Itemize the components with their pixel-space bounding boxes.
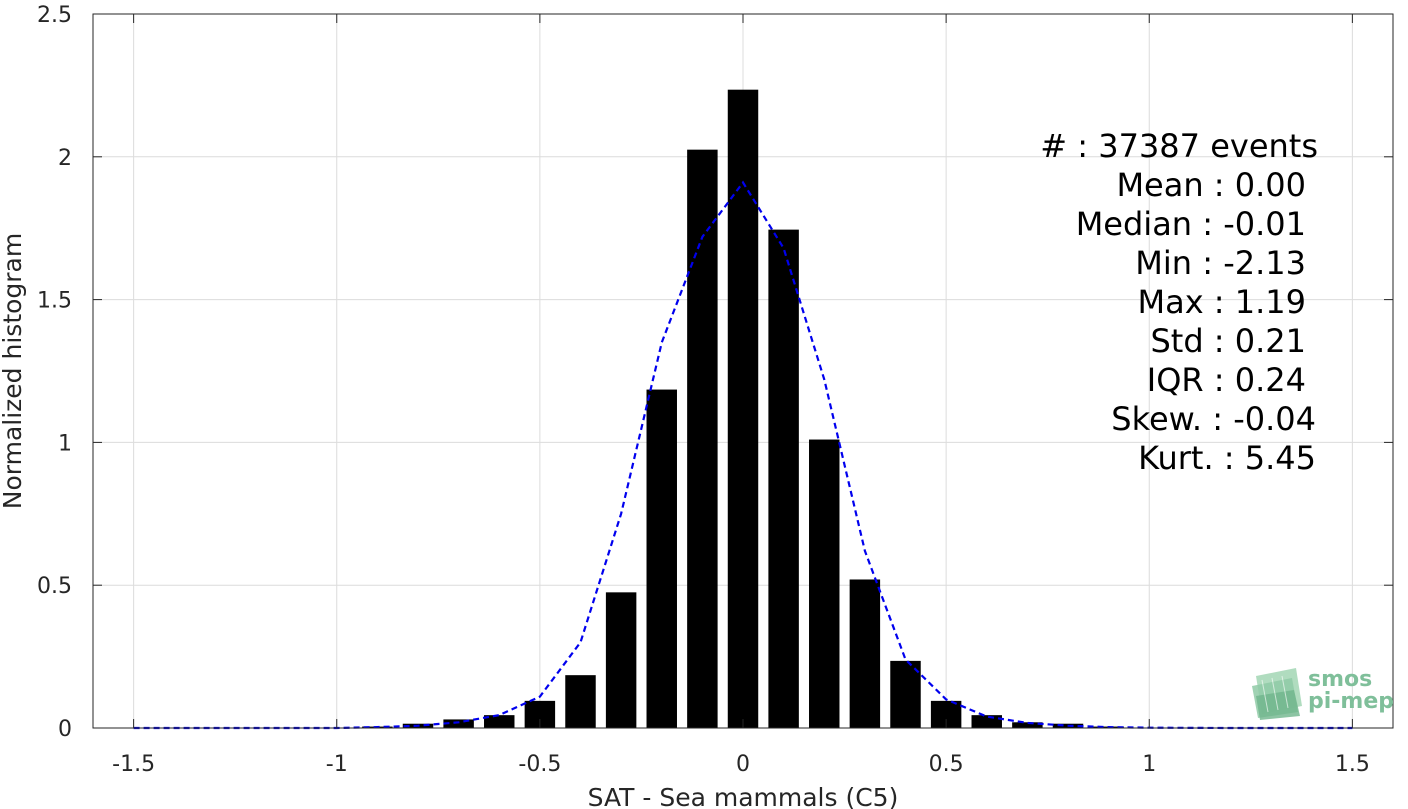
smos-pi-mep-logo: smos pi-mep <box>1252 667 1394 720</box>
y-tick-label-5: 2.5 <box>37 3 72 28</box>
y-axis-label: Normalized histogram <box>0 233 27 509</box>
x-tick-label-2: -0.5 <box>518 752 561 777</box>
logo-text-pi-mep: pi-mep <box>1308 689 1394 714</box>
histogram-bar-9 <box>727 89 759 728</box>
logo-text-smos: smos <box>1308 667 1372 692</box>
x-tick-label-0: -1.5 <box>112 752 155 777</box>
y-tick-label-2: 1 <box>58 431 72 456</box>
y-tick-label-3: 1.5 <box>37 289 72 314</box>
histogram-bars <box>362 89 1124 729</box>
x-axis-label: SAT - Sea mammals (C5) <box>588 783 899 809</box>
stat-line-7: Skew. : -0.04 <box>1111 400 1316 438</box>
y-tick-label-0: 0 <box>58 717 72 742</box>
histogram-bar-11 <box>809 439 840 728</box>
histogram-bar-8 <box>687 149 718 728</box>
axis-ticks <box>93 13 1393 729</box>
histogram-bar-6 <box>605 592 637 728</box>
y-tick-labels: 0 0.5 1 1.5 2 2.5 <box>37 3 72 742</box>
x-tick-label-6: 1.5 <box>1335 752 1370 777</box>
stat-line-3: Min : -2.13 <box>1135 244 1306 282</box>
stat-line-0: # : 37387 events <box>1040 127 1318 165</box>
stat-line-2: Median : -0.01 <box>1076 205 1306 243</box>
x-tick-label-1: -1 <box>326 752 348 777</box>
histogram-bar-13 <box>890 660 921 728</box>
x-tick-label-3: 0 <box>736 752 750 777</box>
logo-mark-icon <box>1252 668 1302 720</box>
stat-line-6: IQR : 0.24 <box>1147 361 1306 399</box>
x-tick-label-4: 0.5 <box>929 752 964 777</box>
histogram-bar-10 <box>768 229 799 729</box>
histogram-bar-16 <box>1012 722 1043 728</box>
histogram-bar-2 <box>443 719 474 728</box>
histogram-bar-5 <box>565 675 596 728</box>
histogram-bar-7 <box>646 389 677 728</box>
stat-line-1: Mean : 0.00 <box>1116 166 1306 204</box>
x-tick-labels: -1.5 -1 -0.5 0 0.5 1 1.5 <box>112 752 1370 777</box>
y-tick-label-1: 0.5 <box>37 574 72 599</box>
fitted-curve <box>133 180 1353 730</box>
stat-line-5: Std : 0.21 <box>1150 322 1306 360</box>
x-tick-label-5: 1 <box>1142 752 1156 777</box>
histogram-bar-15 <box>971 715 1002 728</box>
histogram-bar-12 <box>849 579 881 728</box>
stat-line-4: Max : 1.19 <box>1137 283 1306 321</box>
y-tick-label-4: 2 <box>58 146 72 171</box>
stat-line-8: Kurt. : 5.45 <box>1138 439 1316 477</box>
histogram-bar-3 <box>484 715 515 728</box>
